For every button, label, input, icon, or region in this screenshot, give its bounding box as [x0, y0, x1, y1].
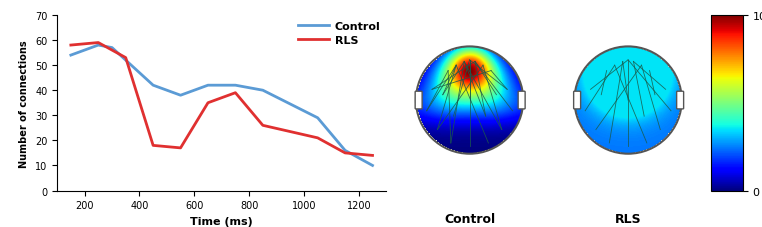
- Control: [341, 149, 350, 152]
- Control: [231, 84, 240, 87]
- RLS: [149, 144, 158, 147]
- Control: [313, 117, 322, 120]
- Control: [149, 84, 158, 87]
- Text: Control: Control: [444, 212, 495, 225]
- Control: [176, 94, 185, 97]
- X-axis label: Time (ms): Time (ms): [190, 216, 253, 226]
- Control: [107, 47, 117, 50]
- Control: [66, 54, 75, 57]
- Control: [94, 44, 103, 47]
- RLS: [94, 42, 103, 45]
- FancyBboxPatch shape: [518, 92, 525, 109]
- Legend: Control, RLS: Control, RLS: [298, 21, 381, 46]
- RLS: [176, 147, 185, 150]
- RLS: [66, 44, 75, 47]
- RLS: [341, 152, 350, 155]
- RLS: [231, 92, 240, 95]
- RLS: [258, 124, 267, 127]
- FancyBboxPatch shape: [574, 92, 581, 109]
- Control: [368, 164, 377, 167]
- Control: [203, 84, 213, 87]
- Control: [258, 89, 267, 92]
- FancyBboxPatch shape: [677, 92, 684, 109]
- FancyBboxPatch shape: [415, 92, 422, 109]
- RLS: [121, 57, 130, 60]
- Line: Control: Control: [71, 46, 373, 166]
- Line: RLS: RLS: [71, 43, 373, 156]
- RLS: [368, 154, 377, 157]
- RLS: [203, 102, 213, 105]
- RLS: [313, 137, 322, 140]
- Y-axis label: Number of connections: Number of connections: [20, 40, 30, 167]
- Text: RLS: RLS: [615, 212, 642, 225]
